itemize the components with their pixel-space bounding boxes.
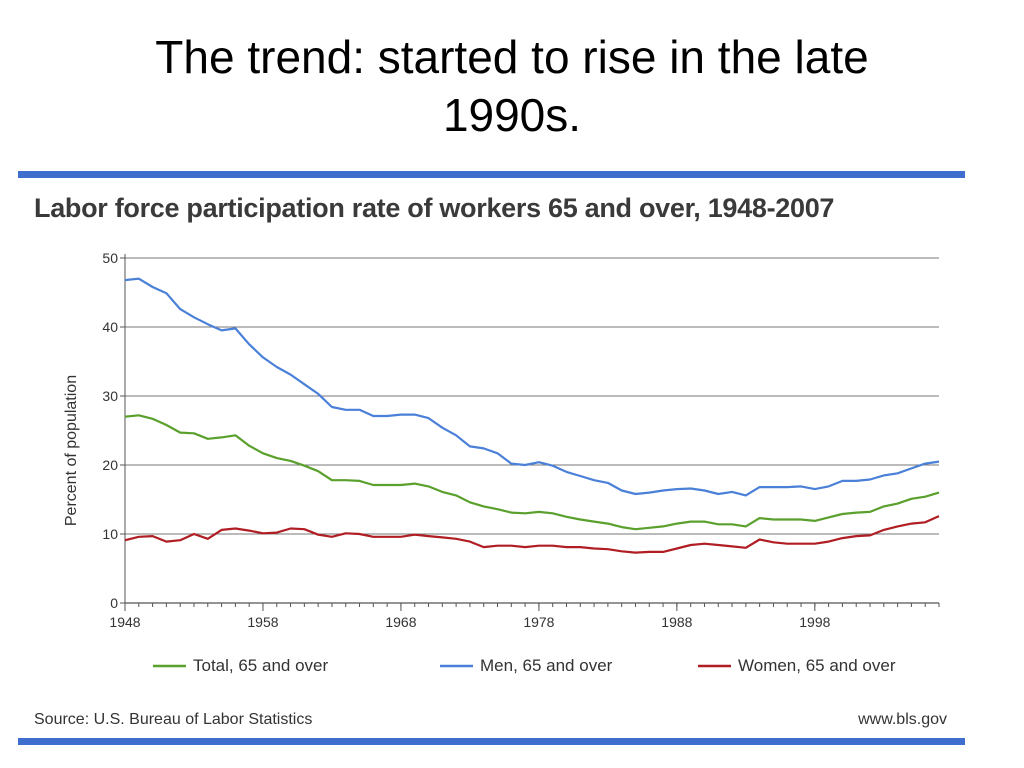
x-tick-label-1968: 1968: [385, 614, 416, 630]
series-line-men: [124, 277, 940, 497]
source-note: Source: U.S. Bureau of Labor Statistics: [34, 711, 313, 728]
x-tick-label-1998: 1998: [799, 614, 830, 630]
legend-label-men: Men, 65 and over: [480, 656, 613, 675]
slide-title-line-1: The trend: started to rise in the late: [155, 31, 869, 83]
y-tick-label-20: 20: [102, 457, 118, 473]
bottom-rule: [18, 738, 965, 745]
legend-label-women: Women, 65 and over: [738, 656, 896, 675]
chart-figure: Labor force participation rate of worker…: [18, 171, 965, 746]
y-tick-label-0: 0: [110, 595, 118, 611]
x-tick-label-1958: 1958: [247, 614, 278, 630]
slide-title-line-2: 1990s.: [442, 89, 582, 141]
line-chart: 0 10 20 30 40 50 1948 1958 1968 1978 1988 1998 Perce…: [63, 250, 940, 675]
y-tick-label-50: 50: [102, 250, 118, 266]
x-tick-label-1948: 1948: [109, 614, 140, 630]
top-rule: [18, 171, 965, 178]
x-tick-label-1988: 1988: [661, 614, 692, 630]
y-tick-label-10: 10: [102, 526, 118, 542]
legend-label-total: Total, 65 and over: [193, 656, 328, 675]
y-tick-label-40: 40: [102, 319, 118, 335]
source-website: www.bls.gov: [858, 711, 947, 728]
series-line-total: [124, 414, 940, 531]
y-axis-label: Percent of population: [63, 375, 80, 526]
x-tick-label-1978: 1978: [523, 614, 554, 630]
chart-title: Labor force participation rate of worker…: [34, 193, 835, 223]
slide-title: The trend: started to rise in the late 1…: [0, 28, 1024, 144]
series-line-women: [124, 515, 940, 554]
y-tick-label-30: 30: [102, 388, 118, 404]
